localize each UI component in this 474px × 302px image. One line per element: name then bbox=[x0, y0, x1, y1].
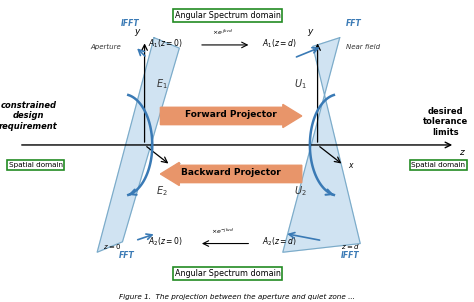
Text: y: y bbox=[135, 27, 140, 36]
Text: $E_2$: $E_2$ bbox=[155, 184, 167, 198]
Text: $\times e^{\ jk_z d}$: $\times e^{\ jk_z d}$ bbox=[212, 28, 233, 37]
Text: $U_2$: $U_2$ bbox=[294, 184, 307, 198]
Text: $x$: $x$ bbox=[348, 161, 355, 170]
Text: $z=d$: $z=d$ bbox=[341, 242, 360, 251]
Text: $x$: $x$ bbox=[175, 161, 182, 170]
Text: z: z bbox=[459, 148, 464, 157]
Text: $E_1$: $E_1$ bbox=[155, 77, 167, 91]
Text: FFT: FFT bbox=[119, 251, 135, 260]
FancyArrow shape bbox=[160, 104, 302, 127]
Text: Figure 1.  The projection between the aperture and quiet zone ...: Figure 1. The projection between the ape… bbox=[119, 294, 355, 300]
Polygon shape bbox=[97, 38, 179, 252]
Text: y: y bbox=[308, 27, 313, 36]
Text: IFFT: IFFT bbox=[121, 19, 140, 28]
FancyArrow shape bbox=[160, 162, 302, 185]
Text: Angular Spectrum domain: Angular Spectrum domain bbox=[174, 269, 281, 278]
Text: Backward Projector: Backward Projector bbox=[181, 168, 281, 177]
Polygon shape bbox=[283, 38, 360, 252]
Text: Aperture: Aperture bbox=[90, 44, 121, 50]
Text: $A_1(z=0)$: $A_1(z=0)$ bbox=[148, 37, 183, 50]
Text: IFFT: IFFT bbox=[341, 251, 360, 260]
Text: $\times e^{-jk_z d}$: $\times e^{-jk_z d}$ bbox=[211, 226, 235, 236]
Text: desired
tolerance
limits: desired tolerance limits bbox=[423, 107, 468, 137]
Text: Angular Spectrum domain: Angular Spectrum domain bbox=[174, 11, 281, 21]
Text: $A_2(z=d)$: $A_2(z=d)$ bbox=[262, 236, 297, 249]
Text: FFT: FFT bbox=[346, 19, 362, 28]
Text: $A_2(z=0)$: $A_2(z=0)$ bbox=[148, 236, 183, 249]
Text: Spatial domain: Spatial domain bbox=[9, 162, 63, 168]
Text: $A_1(z=d)$: $A_1(z=d)$ bbox=[262, 37, 297, 50]
Text: $z=0$: $z=0$ bbox=[102, 242, 121, 251]
Text: Forward Projector: Forward Projector bbox=[185, 110, 277, 119]
Text: Near field: Near field bbox=[346, 44, 380, 50]
Text: Spatial domain: Spatial domain bbox=[411, 162, 465, 168]
Text: $U_1$: $U_1$ bbox=[294, 77, 307, 91]
Text: constrained
design
requirement: constrained design requirement bbox=[0, 101, 58, 131]
